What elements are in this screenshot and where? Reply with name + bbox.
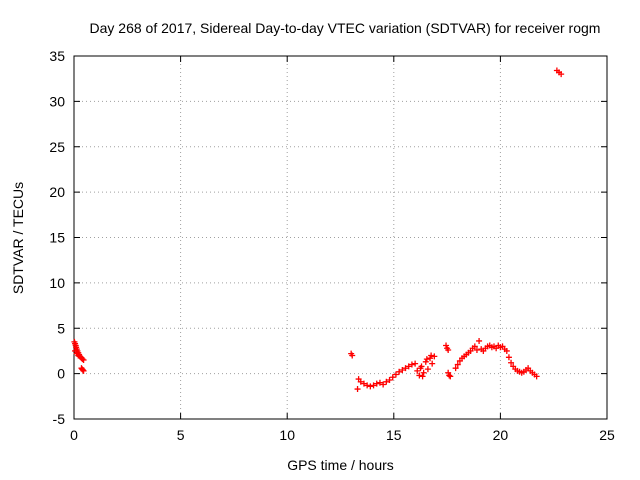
data-point: [452, 365, 459, 372]
data-point: [408, 361, 415, 368]
y-axis-label: SDTVAR / TECUs: [10, 181, 26, 295]
data-point: [445, 369, 452, 376]
data-point: [429, 360, 436, 367]
y-tick-label: 20: [49, 184, 65, 200]
data-point: [357, 378, 364, 385]
data-point: [75, 352, 82, 359]
data-point: [533, 373, 540, 380]
data-point: [405, 363, 412, 370]
data-point: [380, 381, 387, 388]
data-point: [399, 366, 406, 373]
y-tick-label: -5: [53, 411, 66, 427]
data-point: [364, 382, 371, 389]
y-tick-label: 25: [49, 139, 65, 155]
x-tick-label: 10: [279, 427, 295, 443]
data-point: [79, 356, 86, 363]
data-point: [420, 369, 427, 376]
data-point: [80, 367, 87, 374]
data-point: [446, 372, 453, 379]
data-point: [396, 368, 403, 375]
data-point: [447, 373, 454, 380]
data-points: [71, 67, 565, 393]
data-point: [428, 352, 435, 359]
data-point: [424, 366, 431, 373]
chart-title: Day 268 of 2017, Sidereal Day-to-day VTE…: [89, 20, 601, 36]
data-point: [423, 356, 430, 363]
data-point: [473, 347, 480, 354]
plot-frame: [73, 55, 608, 420]
y-tick-label: 35: [49, 48, 65, 64]
x-tick-label: 15: [386, 427, 402, 443]
y-tick-label: 5: [57, 320, 65, 336]
data-point: [80, 357, 87, 364]
y-tick-label: 30: [49, 93, 65, 109]
data-point: [412, 360, 419, 367]
data-point: [416, 372, 423, 379]
data-point: [417, 365, 424, 372]
data-point: [389, 374, 396, 381]
data-point: [392, 371, 399, 378]
data-point: [373, 380, 380, 387]
data-point: [508, 359, 515, 366]
data-point: [419, 373, 426, 380]
data-point: [422, 358, 429, 365]
data-point: [505, 354, 512, 361]
grid-lines: [74, 56, 607, 419]
data-point: [376, 379, 383, 386]
data-point: [354, 386, 361, 393]
data-point: [383, 378, 390, 385]
data-point: [402, 365, 409, 372]
data-point: [370, 382, 377, 389]
y-tick-label: 15: [49, 230, 65, 246]
y-tick-label: 0: [57, 366, 65, 382]
data-point: [471, 343, 478, 350]
x-tick-label: 0: [70, 427, 78, 443]
x-axis-label: GPS time / hours: [287, 457, 394, 473]
data-point: [386, 376, 393, 383]
data-point: [414, 367, 421, 374]
y-tick-label: 10: [49, 275, 65, 291]
data-point: [445, 347, 452, 354]
data-point: [558, 71, 565, 78]
data-point: [360, 380, 367, 387]
data-point: [476, 337, 483, 344]
data-point: [431, 353, 438, 360]
data-point: [427, 355, 434, 362]
data-point: [503, 347, 510, 354]
data-point: [349, 352, 356, 359]
data-point: [454, 361, 461, 368]
x-tick-label: 20: [493, 427, 509, 443]
x-tick-label: 5: [177, 427, 185, 443]
data-point: [443, 342, 450, 349]
data-point: [367, 383, 374, 390]
x-tick-label: 25: [599, 427, 615, 443]
